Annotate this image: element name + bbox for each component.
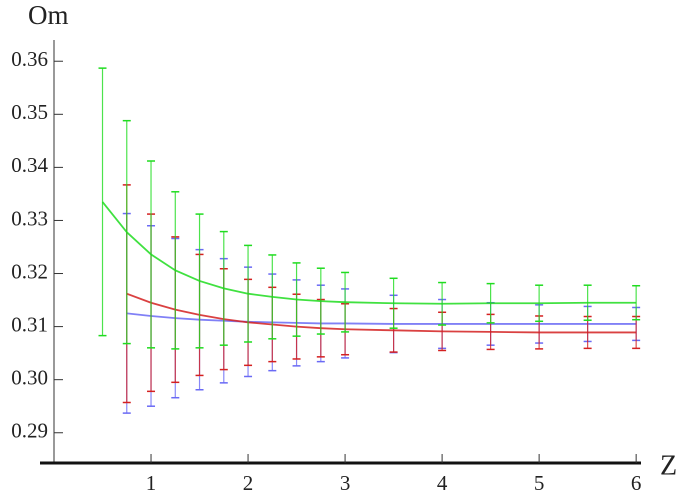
x-tick-label: 1 xyxy=(146,471,157,495)
x-tick-label: 6 xyxy=(631,471,642,495)
y-tick-label: 0.30 xyxy=(11,365,48,389)
center-line xyxy=(126,292,637,334)
y-tick-label: 0.29 xyxy=(11,419,48,443)
x-tick-label: 4 xyxy=(437,471,448,495)
y-axis-label: Om xyxy=(28,0,69,30)
center-line xyxy=(101,201,637,305)
y-tick-label: 0.36 xyxy=(11,47,48,71)
y-tick-label: 0.31 xyxy=(11,312,48,336)
x-tick-label: 2 xyxy=(243,471,254,495)
y-tick-label: 0.34 xyxy=(11,153,48,177)
center-line xyxy=(126,312,637,325)
x-tick-label: 3 xyxy=(340,471,351,495)
y-tick-label: 0.35 xyxy=(11,100,48,124)
y-tick-label: 0.33 xyxy=(11,206,48,230)
y-tick-label: 0.32 xyxy=(11,259,48,283)
x-tick-label: 5 xyxy=(534,471,545,495)
x-axis-label: Z xyxy=(660,450,677,481)
